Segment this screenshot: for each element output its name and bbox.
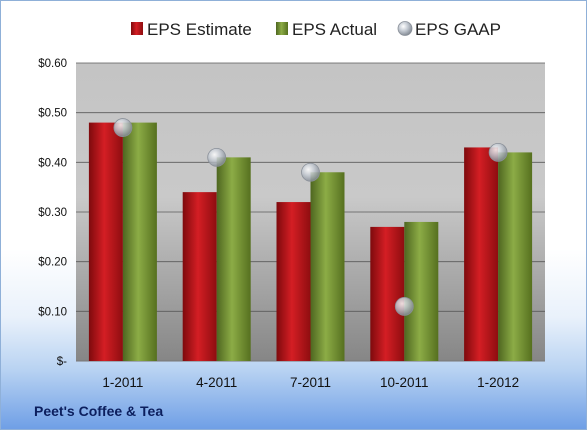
eps-gaap-marker bbox=[488, 142, 508, 162]
legend-swatch bbox=[276, 22, 288, 35]
y-tick-label: $0.10 bbox=[38, 306, 67, 318]
x-tick-label: 1-2011 bbox=[102, 375, 143, 390]
eps-gaap-marker bbox=[301, 162, 320, 182]
x-tick-label: 1-2012 bbox=[477, 375, 519, 390]
eps-estimate-bar bbox=[88, 122, 123, 361]
eps-estimate-bar bbox=[276, 202, 311, 361]
legend-swatch bbox=[131, 22, 143, 35]
y-axis-ticks: $- $0.10 $0.20 $0.30 $0.40 $0.50 $0.60 bbox=[38, 58, 67, 368]
legend: EPS Estimate EPS Actual EPS GAAP bbox=[131, 20, 501, 39]
eps-gaap-marker bbox=[207, 147, 227, 167]
eps-actual-bar bbox=[310, 172, 345, 361]
y-tick-label: $0.50 bbox=[38, 108, 67, 120]
company-name: Peet's Coffee & Tea bbox=[34, 403, 164, 419]
eps-estimate-bar bbox=[464, 147, 499, 361]
y-tick-label: $0.60 bbox=[38, 58, 67, 70]
y-tick-label: $0.40 bbox=[38, 157, 67, 169]
legend-label: EPS Actual bbox=[292, 20, 377, 39]
x-tick-label: 4-2011 bbox=[196, 375, 237, 390]
eps-gaap-marker bbox=[113, 118, 133, 137]
legend-label: EPS GAAP bbox=[415, 20, 501, 39]
x-tick-label: 7-2011 bbox=[290, 375, 331, 390]
eps-gaap-marker bbox=[394, 296, 414, 316]
y-tick-label: $0.30 bbox=[38, 207, 67, 219]
gaap-markers bbox=[113, 118, 508, 316]
eps-estimate-bar bbox=[370, 226, 405, 361]
legend-swatch bbox=[397, 21, 413, 36]
x-tick-label: 10-2011 bbox=[380, 375, 429, 390]
eps-actual-bar bbox=[404, 221, 439, 361]
eps-actual-bar bbox=[216, 157, 251, 361]
eps-actual-bar bbox=[122, 122, 157, 361]
x-axis-ticks: 1-2011 4-2011 7-2011 10-2011 1-2012 bbox=[102, 375, 519, 390]
eps-actual-bar bbox=[498, 152, 533, 361]
y-tick-label: $- bbox=[57, 356, 67, 368]
bar-series bbox=[88, 122, 533, 361]
y-tick-label: $0.20 bbox=[38, 257, 67, 269]
eps-estimate-bar bbox=[182, 192, 217, 361]
legend-label: EPS Estimate bbox=[147, 20, 252, 39]
